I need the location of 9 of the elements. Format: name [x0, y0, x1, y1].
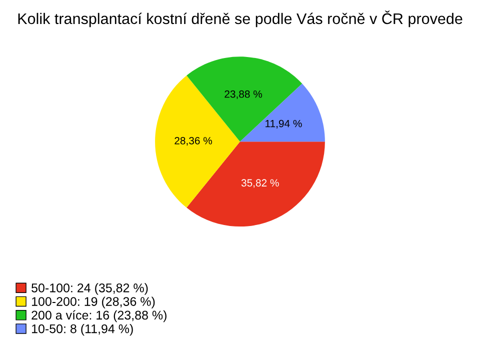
- legend-label: 200 a více: 16 (23,88 %): [32, 310, 166, 322]
- legend-label: 10-50: 8 (11,94 %): [32, 324, 133, 336]
- data-label: 28,36 %: [174, 137, 212, 146]
- legend-label: 50-100: 24 (35,82 %): [32, 283, 148, 295]
- data-label: 35,82 %: [241, 179, 279, 188]
- data-label: 11,94 %: [266, 120, 302, 129]
- chart-title: Kolik transplantací kostní dřeně se podle Vás ročně v ČR provede: [18, 10, 462, 28]
- legend-label: 100-200: 19 (28,36 %): [32, 296, 155, 308]
- data-label: 23,88 %: [224, 90, 262, 100]
